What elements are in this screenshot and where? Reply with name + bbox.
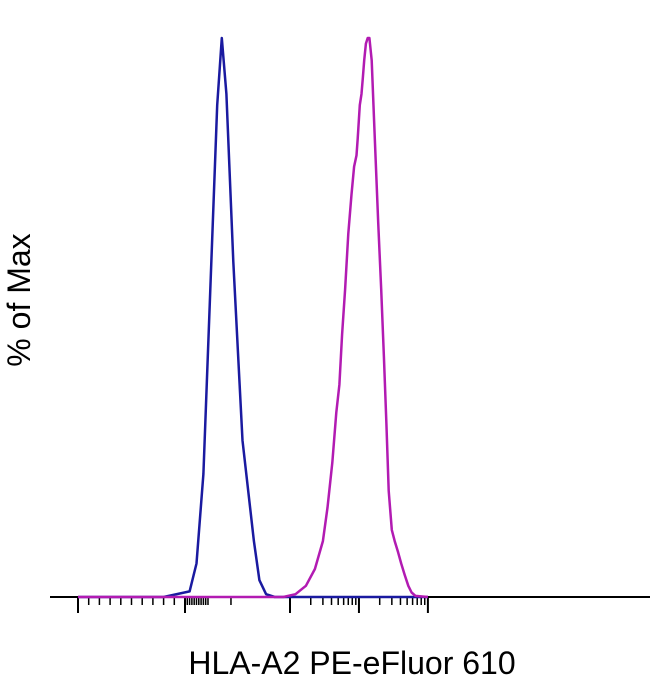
plot-area xyxy=(50,36,650,613)
series-1-line xyxy=(78,36,429,599)
x-axis-label: HLA-A2 PE-eFluor 610 xyxy=(188,645,515,681)
series-0-line xyxy=(78,36,428,599)
y-axis-label: % of Max xyxy=(1,233,37,366)
